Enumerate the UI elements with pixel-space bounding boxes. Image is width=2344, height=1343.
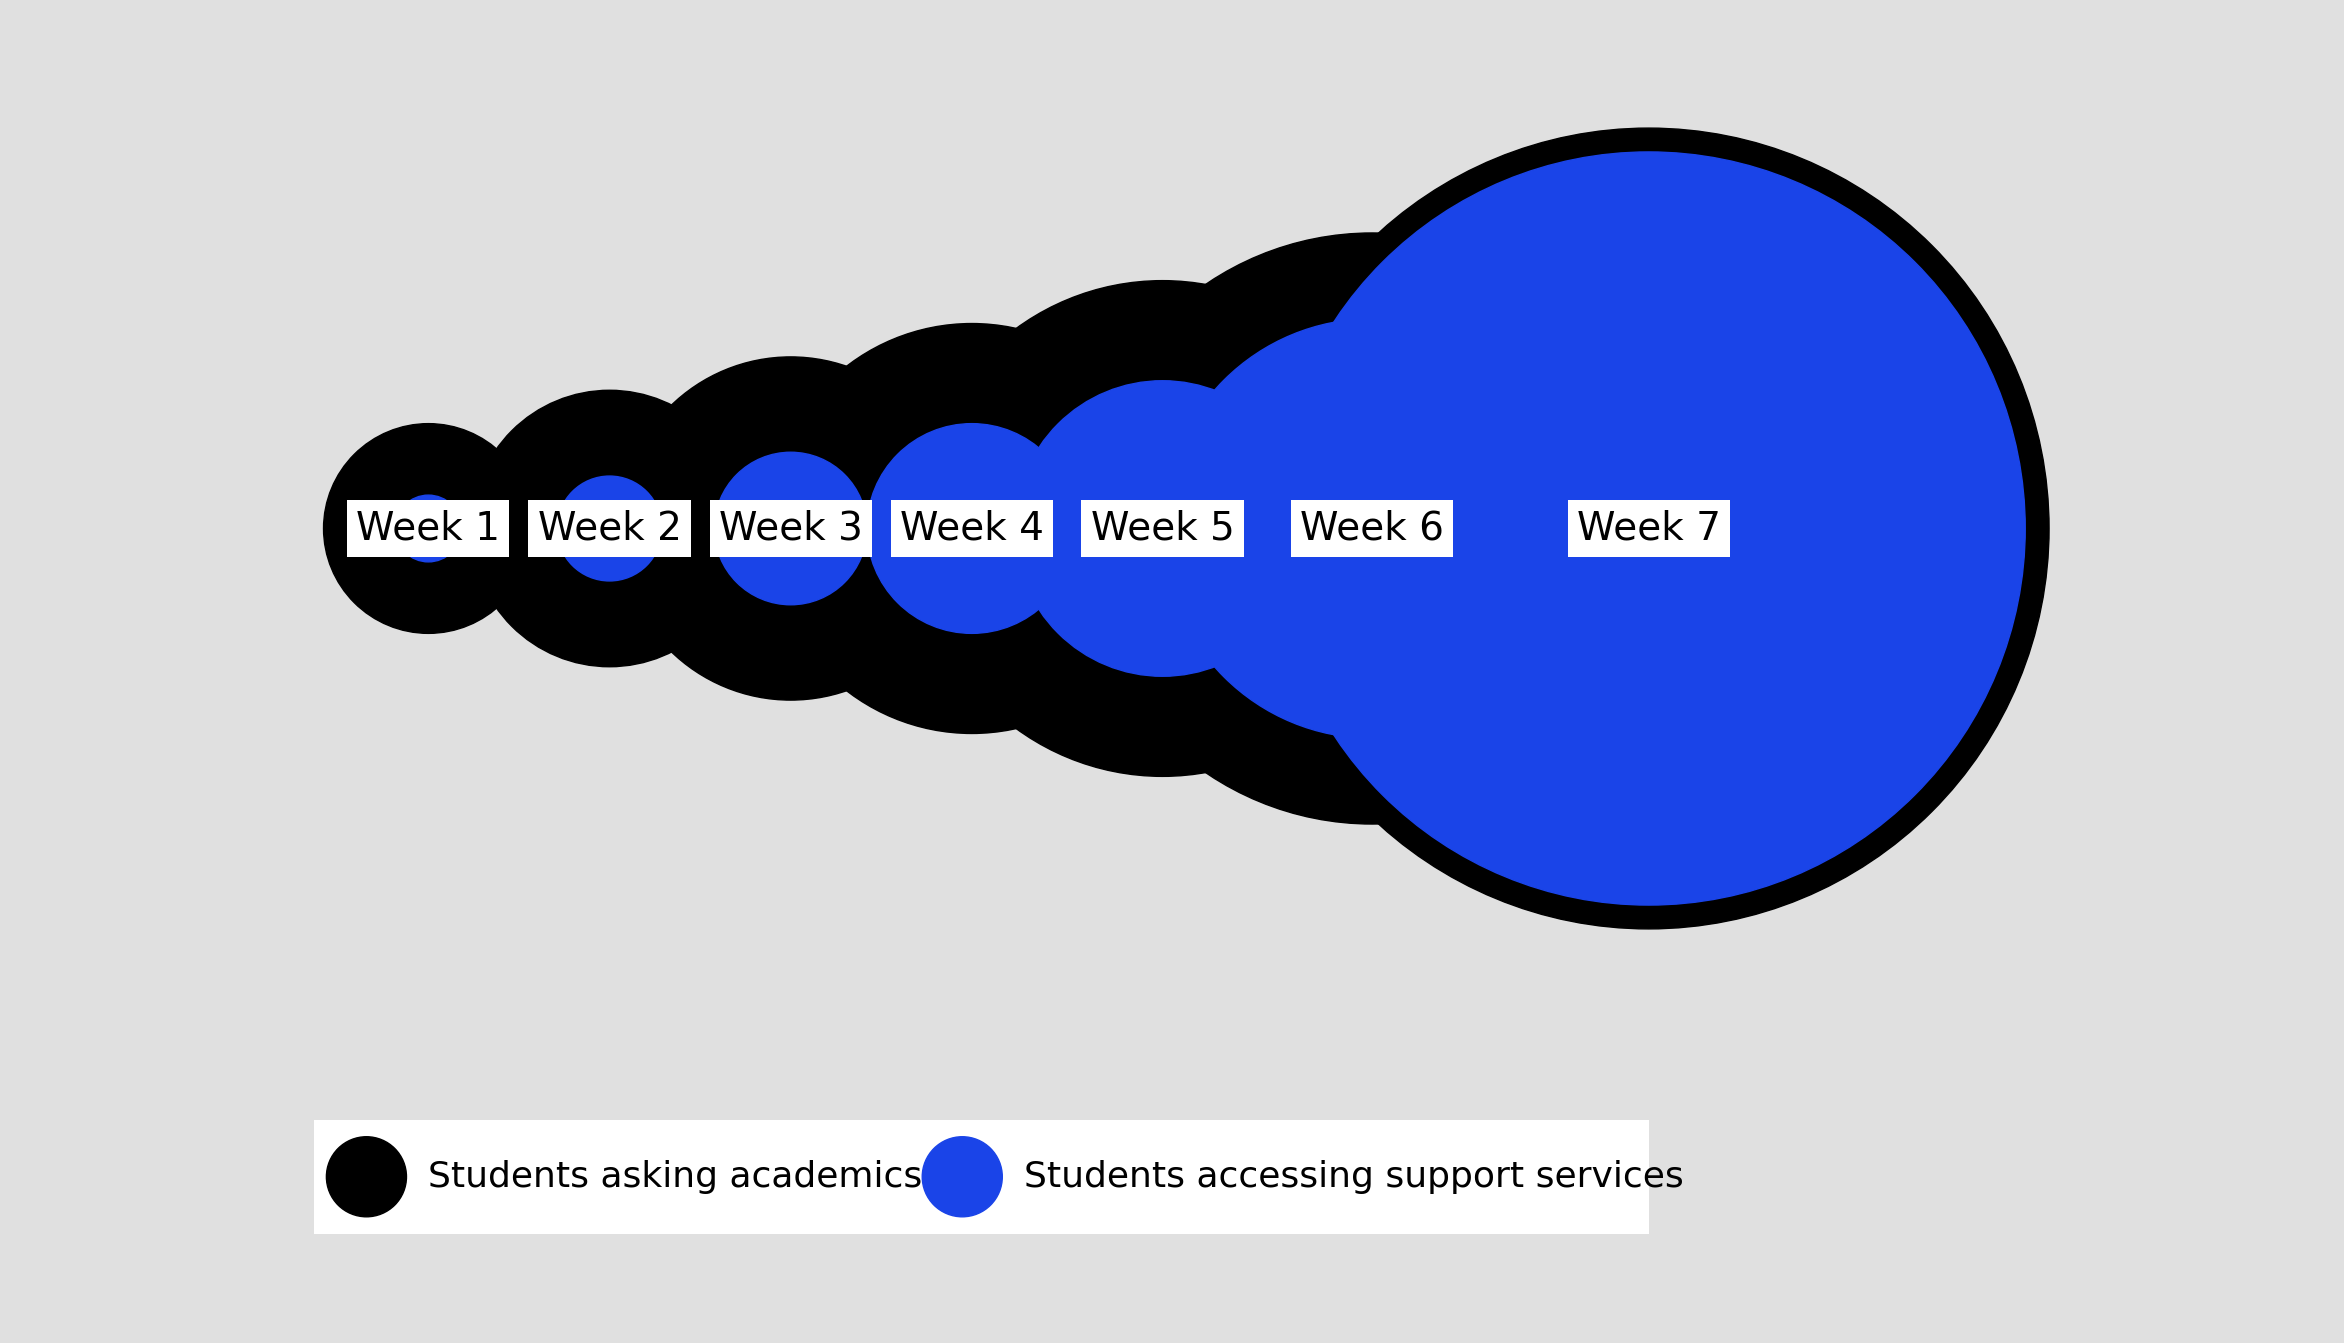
- Text: Week 1: Week 1: [356, 509, 499, 548]
- FancyBboxPatch shape: [527, 500, 691, 557]
- Text: Week 6: Week 6: [1301, 509, 1444, 548]
- Circle shape: [1249, 128, 2049, 929]
- Circle shape: [1273, 152, 2025, 905]
- Circle shape: [1163, 318, 1582, 739]
- Circle shape: [323, 423, 534, 634]
- Circle shape: [326, 1136, 406, 1217]
- Circle shape: [1015, 380, 1310, 677]
- Circle shape: [867, 423, 1076, 634]
- Text: Week 4: Week 4: [900, 509, 1043, 548]
- Circle shape: [914, 281, 1411, 776]
- Text: Week 3: Week 3: [720, 509, 863, 548]
- Circle shape: [558, 475, 661, 582]
- Text: Week 7: Week 7: [1578, 509, 1720, 548]
- FancyBboxPatch shape: [1292, 500, 1453, 557]
- Text: Students accessing support services: Students accessing support services: [1024, 1160, 1683, 1194]
- FancyBboxPatch shape: [347, 500, 509, 557]
- FancyBboxPatch shape: [891, 500, 1052, 557]
- FancyBboxPatch shape: [1081, 500, 1245, 557]
- Text: Students asking academics: Students asking academics: [429, 1160, 924, 1194]
- Text: Week 5: Week 5: [1090, 509, 1235, 548]
- Circle shape: [766, 324, 1177, 733]
- Circle shape: [715, 453, 867, 604]
- Circle shape: [396, 496, 462, 561]
- Circle shape: [921, 1136, 1003, 1217]
- FancyBboxPatch shape: [710, 500, 872, 557]
- FancyBboxPatch shape: [314, 1120, 1648, 1234]
- Text: Week 2: Week 2: [537, 509, 682, 548]
- Circle shape: [619, 357, 963, 700]
- Circle shape: [1076, 232, 1667, 825]
- Circle shape: [471, 391, 748, 666]
- FancyBboxPatch shape: [1568, 500, 1730, 557]
